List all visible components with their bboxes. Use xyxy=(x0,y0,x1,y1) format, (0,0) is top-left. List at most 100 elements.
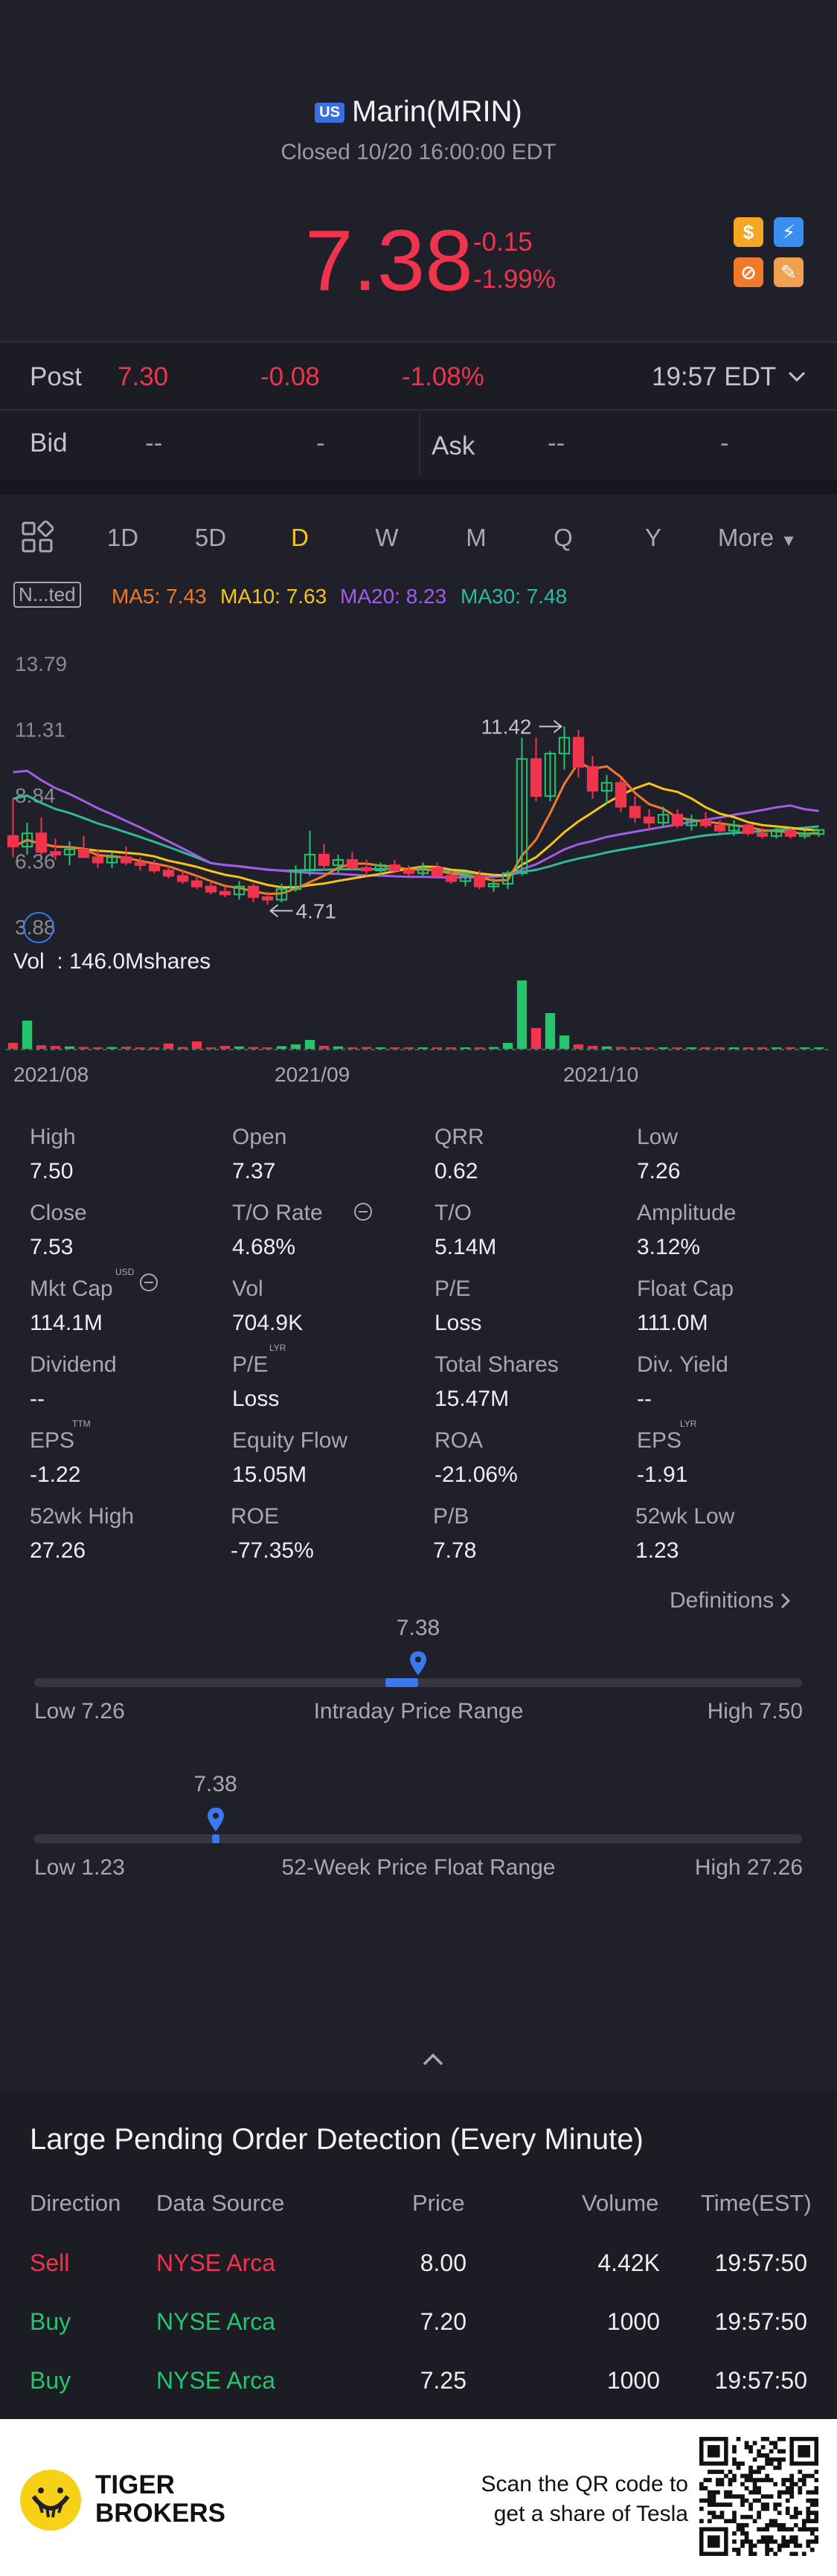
stat-label: Float Cap xyxy=(637,1276,734,1301)
stat-label: P/E xyxy=(434,1276,471,1301)
candle-body xyxy=(346,858,359,869)
low-annotation: 4.71 xyxy=(296,899,337,922)
candle-body xyxy=(332,858,344,867)
tab-more[interactable]: More ▼ xyxy=(713,524,802,552)
intraday-marker: 7.38 xyxy=(397,1616,448,1675)
brand-line2: BROKERS xyxy=(95,2499,226,2528)
quote-details xyxy=(0,343,837,480)
triangle-down-icon: ▼ xyxy=(780,531,798,550)
ma30-label: MA30: 7.48 xyxy=(461,585,568,608)
stat-value: 15.47M xyxy=(434,1387,510,1411)
stat-label: P/E xyxy=(232,1352,269,1377)
volume-bar xyxy=(530,1028,542,1049)
candle-body xyxy=(473,875,486,887)
post-time-selector[interactable]: 19:57 EDT xyxy=(652,362,806,392)
volume-bar xyxy=(474,1047,485,1049)
candle-body xyxy=(798,832,811,837)
week52-title: 52-Week Price Float Range xyxy=(281,1855,556,1880)
volume-bar xyxy=(177,1047,188,1049)
col-direction: Direction xyxy=(30,2190,121,2216)
volume-bar xyxy=(36,1045,47,1049)
ma5-line xyxy=(12,761,819,896)
stat-value: 4.68% xyxy=(232,1235,296,1259)
ma5-label: MA5: 7.43 xyxy=(112,585,207,608)
stat-label: Close xyxy=(30,1201,87,1225)
candle-body xyxy=(699,819,712,826)
layout-grid-icon[interactable] xyxy=(21,521,54,553)
candle-body xyxy=(120,856,132,864)
indicator-tag[interactable]: N...ted xyxy=(13,582,81,608)
order-source: NYSE Arca xyxy=(156,2308,276,2335)
options-icon[interactable]: ⊘ xyxy=(734,257,763,287)
order-price: 8.00 xyxy=(420,2249,466,2276)
week52-range xyxy=(34,1834,802,1843)
tab-w[interactable]: W xyxy=(375,524,399,551)
stat-value: 0.62 xyxy=(434,1159,478,1183)
page-title: US Marin(MRIN) xyxy=(0,95,837,129)
lightning-icon[interactable]: ⚡ xyxy=(774,217,804,247)
volume-bar xyxy=(248,1047,259,1049)
ma30-line xyxy=(13,794,819,877)
candle-body xyxy=(162,870,175,877)
stat-value: 27.26 xyxy=(30,1538,86,1563)
brand-name: TIGER BROKERS xyxy=(95,2471,225,2528)
last-price: 7.38 xyxy=(305,212,473,309)
bid-price: -- xyxy=(145,428,163,457)
candle-body xyxy=(530,758,542,797)
stat-label: Low xyxy=(637,1125,679,1149)
volume-bar xyxy=(714,1047,725,1049)
definitions-link[interactable]: Definitions xyxy=(670,1588,792,1613)
post-change-pct: -1.08% xyxy=(402,362,484,391)
volume-bar xyxy=(460,1047,471,1049)
stat-value: 7.78 xyxy=(433,1538,477,1563)
tab-5d[interactable]: 5D xyxy=(194,524,227,551)
volume-bar xyxy=(163,1043,174,1049)
candle-body xyxy=(685,819,698,826)
volume-bar xyxy=(78,1047,89,1049)
candle-body xyxy=(713,824,726,832)
mkt-cap-info-icon[interactable] xyxy=(140,1273,158,1291)
dollar-icon[interactable]: $ xyxy=(734,217,763,247)
tab-d[interactable]: D xyxy=(291,524,309,551)
candle-body xyxy=(417,867,429,874)
candle-body xyxy=(501,872,514,885)
candle-body xyxy=(643,816,655,823)
candle-body xyxy=(544,753,557,797)
chevron-down-icon xyxy=(789,371,806,382)
stat-value: 114.1M xyxy=(30,1311,103,1335)
price-chart[interactable]: 13.79 11.31 8.84 6.36 3.88 11.42 4.71 Vol : 146… xyxy=(0,640,837,1101)
footer-banner: TIGER BROKERS Scan the QR code to get a … xyxy=(0,2419,837,2576)
volume-bar xyxy=(276,1046,287,1049)
to-rate-info-icon[interactable] xyxy=(354,1203,373,1221)
tab-1d[interactable]: 1D xyxy=(106,524,139,551)
tab-m[interactable]: M xyxy=(466,524,487,551)
volume-bar xyxy=(771,1047,782,1049)
x-tick-label: 2021/08 xyxy=(13,1063,89,1086)
ask-label: Ask xyxy=(432,431,475,460)
candle-body xyxy=(388,864,401,872)
post-change: -0.08 xyxy=(260,362,320,391)
tab-q[interactable]: Q xyxy=(554,524,573,551)
volume-bar xyxy=(219,1046,231,1049)
volume-bar xyxy=(799,1047,810,1049)
y-tick-label: 11.31 xyxy=(15,719,65,742)
volume-bar xyxy=(615,1047,626,1049)
intraday-range xyxy=(34,1678,802,1687)
tab-y[interactable]: Y xyxy=(644,524,661,551)
candle-body xyxy=(289,870,302,890)
volume-bar xyxy=(318,1046,330,1049)
candle-body xyxy=(487,883,500,887)
x-tick-label: 2021/09 xyxy=(275,1063,350,1086)
scan-line2: get a share of Tesla xyxy=(493,2502,688,2526)
stat-label: Dividend xyxy=(30,1352,117,1377)
order-direction: Buy xyxy=(30,2367,71,2394)
candle-body xyxy=(445,875,458,882)
tab-more-label: More xyxy=(717,524,775,551)
collapse-chevron-up-icon[interactable] xyxy=(420,2052,446,2068)
volume-bar xyxy=(50,1046,61,1049)
education-icon[interactable]: ✎ xyxy=(774,257,804,287)
candle-body xyxy=(374,864,387,872)
candle-body xyxy=(742,824,754,835)
volume-bar xyxy=(333,1046,344,1049)
candle-body xyxy=(176,875,189,882)
